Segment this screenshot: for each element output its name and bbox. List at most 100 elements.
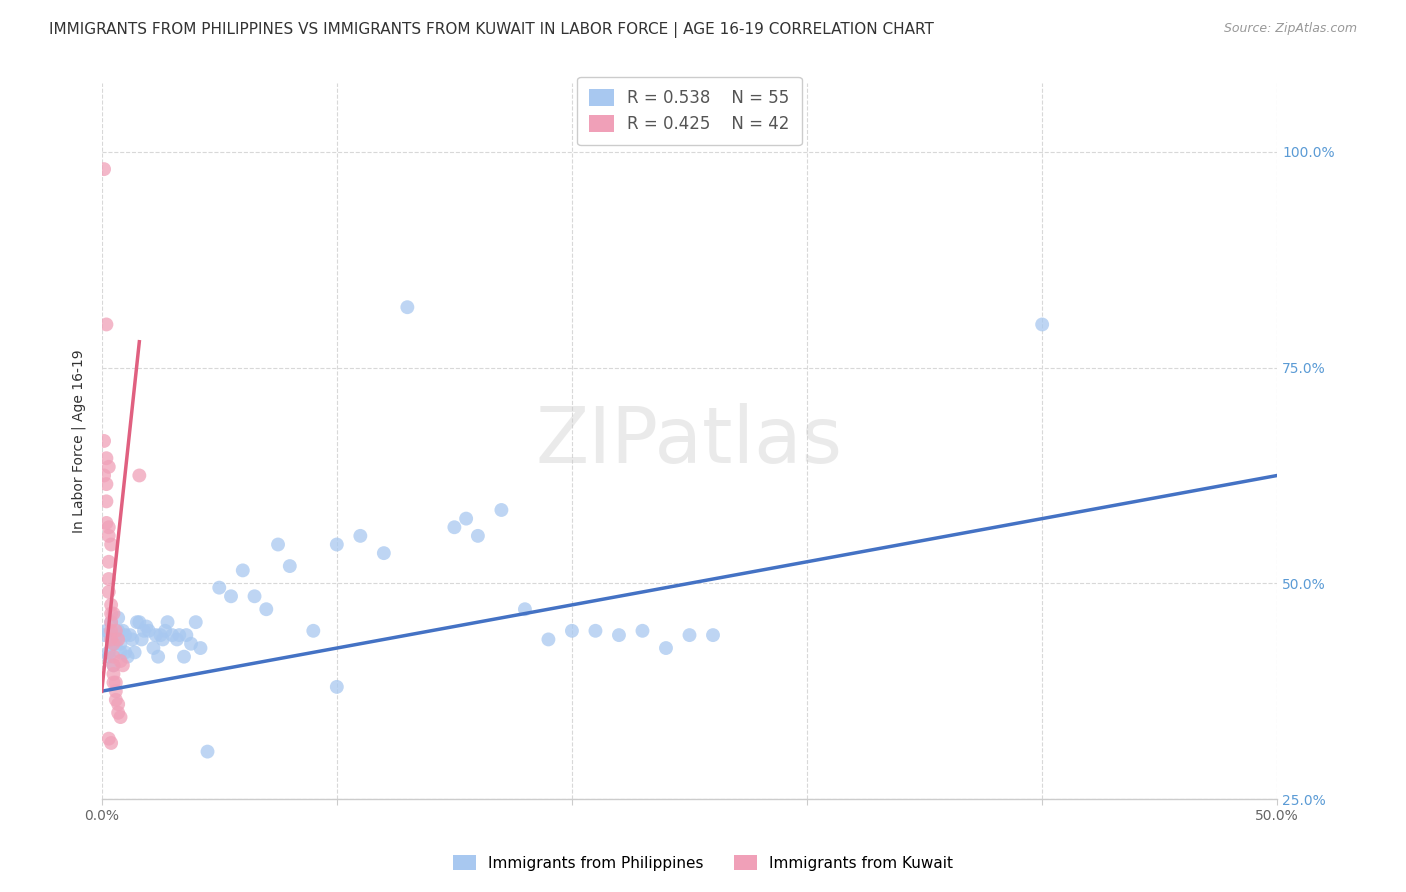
Point (110, 645, 132, 659)
Point (146, 649, 169, 664)
Point (100, 800, 122, 814)
Point (373, 546, 395, 560)
Point (197, 745, 219, 759)
Legend: R = 0.538    N = 55, R = 0.425    N = 42: R = 0.538 N = 55, R = 0.425 N = 42 (578, 77, 801, 145)
Point (537, 632, 560, 647)
Point (97, 572, 120, 586)
Point (110, 654, 132, 668)
Point (678, 628, 700, 642)
Point (131, 632, 153, 647)
Y-axis label: In Labor Force | Age 16-19: In Labor Force | Age 16-19 (72, 349, 86, 533)
Point (162, 628, 184, 642)
Point (655, 641, 678, 656)
Point (100, 615, 122, 629)
Point (103, 658, 125, 673)
Point (100, 598, 122, 612)
Point (125, 615, 148, 629)
Point (103, 658, 125, 673)
Point (104, 684, 127, 698)
Point (631, 624, 654, 638)
Point (243, 589, 266, 603)
Point (278, 559, 301, 574)
Point (97, 731, 120, 746)
Point (117, 649, 139, 664)
Point (97, 645, 120, 659)
Point (96, 516, 118, 530)
Point (103, 637, 125, 651)
Point (103, 649, 125, 664)
Point (702, 628, 724, 642)
Point (96, 624, 118, 638)
Point (132, 624, 155, 638)
Point (107, 632, 129, 647)
Point (97, 848, 120, 863)
Point (114, 645, 136, 659)
Point (176, 628, 198, 642)
Point (100, 537, 122, 551)
Point (103, 667, 125, 681)
Point (349, 529, 371, 543)
Point (396, 300, 419, 314)
Point (93, 628, 115, 642)
Point (169, 628, 191, 642)
Point (749, 879, 772, 892)
Point (100, 624, 122, 638)
Point (104, 624, 127, 638)
Point (118, 628, 141, 642)
Point (121, 632, 143, 647)
Point (585, 624, 607, 638)
Point (166, 632, 188, 647)
Point (104, 675, 127, 690)
Point (97, 585, 120, 599)
Point (96, 477, 118, 491)
Point (254, 602, 277, 616)
Point (93, 434, 115, 448)
Point (114, 628, 136, 642)
Point (93, 162, 115, 177)
Point (93, 468, 115, 483)
Point (208, 581, 231, 595)
Point (107, 706, 129, 720)
Point (138, 624, 160, 638)
Legend: Immigrants from Philippines, Immigrants from Kuwait: Immigrants from Philippines, Immigrants … (444, 846, 962, 880)
Point (107, 624, 129, 638)
Point (100, 736, 122, 750)
Point (267, 537, 290, 551)
Point (145, 628, 167, 642)
Point (100, 632, 122, 647)
Text: ZIPatlas: ZIPatlas (536, 403, 844, 479)
Point (97, 649, 120, 664)
Point (443, 520, 465, 534)
Point (302, 624, 325, 638)
Point (190, 641, 212, 656)
Point (110, 710, 132, 724)
Point (173, 649, 195, 664)
Point (152, 632, 174, 647)
Point (1031, 318, 1053, 332)
Point (153, 624, 176, 638)
Point (97, 520, 120, 534)
Point (142, 641, 165, 656)
Point (97, 555, 120, 569)
Point (128, 468, 150, 483)
Point (149, 628, 172, 642)
Text: IMMIGRANTS FROM PHILIPPINES VS IMMIGRANTS FROM KUWAIT IN LABOR FORCE | AGE 16-19: IMMIGRANTS FROM PHILIPPINES VS IMMIGRANT… (49, 22, 934, 38)
Point (561, 624, 583, 638)
Text: Source: ZipAtlas.com: Source: ZipAtlas.com (1223, 22, 1357, 36)
Point (232, 563, 254, 577)
Point (97, 529, 120, 543)
Point (96, 318, 118, 332)
Point (107, 697, 129, 711)
Point (135, 619, 157, 633)
Point (820, 874, 842, 888)
Point (180, 637, 202, 651)
Point (103, 637, 125, 651)
Point (326, 680, 349, 694)
Point (100, 628, 122, 642)
Point (96, 494, 118, 508)
Point (607, 628, 630, 642)
Point (104, 693, 127, 707)
Point (467, 529, 489, 543)
Point (103, 607, 125, 621)
Point (111, 658, 134, 673)
